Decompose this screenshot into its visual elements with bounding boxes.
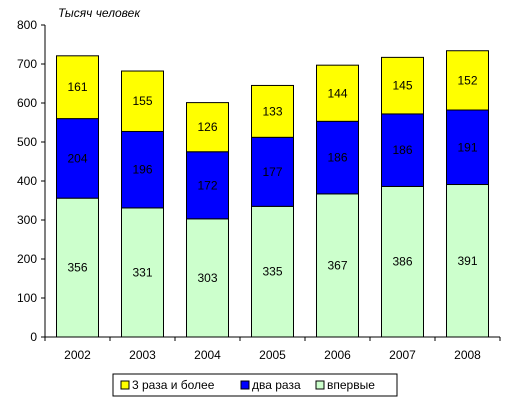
bar-segment <box>121 130 164 209</box>
data-label: 161 <box>67 80 87 94</box>
bar-segment <box>381 56 424 115</box>
x-tick-label: 2005 <box>259 348 286 362</box>
legend-swatch <box>315 380 325 390</box>
bar-segment <box>121 207 164 338</box>
legend-label: два раза <box>252 378 301 392</box>
y-tick-label: 400 <box>17 174 37 188</box>
data-label: 331 <box>132 265 152 279</box>
data-label: 204 <box>67 151 87 165</box>
data-label: 145 <box>392 79 412 93</box>
data-label: 186 <box>327 151 347 165</box>
y-tick-label: 700 <box>17 57 37 71</box>
data-label: 335 <box>262 265 282 279</box>
bar-segment <box>251 84 294 138</box>
data-label: 155 <box>132 94 152 108</box>
legend-label: впервые <box>327 378 375 392</box>
legend-label: 3 раза и более <box>132 378 215 392</box>
data-label: 191 <box>457 140 477 154</box>
data-label: 152 <box>457 73 477 87</box>
y-tick-label: 100 <box>17 291 37 305</box>
y-axis: 0 100 200 300 400 500 600 700 800 <box>17 18 46 344</box>
bar-segment <box>446 109 489 186</box>
y-tick-label: 0 <box>30 330 37 344</box>
x-tick-label: 2007 <box>389 348 416 362</box>
data-label: 172 <box>197 178 217 192</box>
y-tick-label: 300 <box>17 213 37 227</box>
data-label: 386 <box>392 255 412 269</box>
data-label: 196 <box>132 163 152 177</box>
x-tick-label: 2006 <box>324 348 351 362</box>
bar-segment <box>316 120 359 195</box>
bar-segment <box>186 151 229 220</box>
data-label: 367 <box>327 258 347 272</box>
x-tick-label: 2003 <box>129 348 156 362</box>
data-label: 303 <box>197 271 217 285</box>
unit-label: Тысяч человек <box>58 6 141 20</box>
bar-segment <box>121 70 164 132</box>
bar-segment <box>56 55 99 120</box>
bar-segment <box>381 113 424 187</box>
x-tick-label: 2002 <box>64 348 91 362</box>
bar-segment <box>251 205 294 338</box>
bar-segment <box>186 102 229 153</box>
legend-box <box>112 373 398 397</box>
data-label: 391 <box>457 254 477 268</box>
y-tick-label: 800 <box>17 18 37 32</box>
y-tick-label: 500 <box>17 135 37 149</box>
data-label: 133 <box>262 104 282 118</box>
legend: 3 раза и более два раза впервые <box>112 373 398 397</box>
legend-swatch <box>120 380 130 390</box>
bar-segment <box>251 136 294 207</box>
bar-segment <box>316 193 359 338</box>
legend-swatch <box>240 380 250 390</box>
bar-segment <box>446 50 489 111</box>
data-label: 356 <box>67 261 87 275</box>
x-tick-label: 2008 <box>454 348 481 362</box>
bar-segment <box>56 118 99 199</box>
bar-segment <box>446 184 489 338</box>
bar-segment <box>186 218 229 338</box>
bar-segment <box>316 64 359 122</box>
bars <box>56 50 489 338</box>
data-label: 126 <box>197 120 217 134</box>
data-label: 186 <box>392 143 412 157</box>
bar-segment <box>381 185 424 338</box>
data-labels: 356 204 161 331 196 155 303 172 126 335 177 133 367 1… <box>67 73 477 285</box>
data-label: 144 <box>327 86 347 100</box>
y-tick-label: 600 <box>17 96 37 110</box>
y-tick-label: 200 <box>17 252 37 266</box>
x-axis: 2002 2003 2004 2005 2006 2007 2008 <box>44 336 501 362</box>
data-label: 177 <box>262 165 282 179</box>
x-tick-label: 2004 <box>194 348 221 362</box>
